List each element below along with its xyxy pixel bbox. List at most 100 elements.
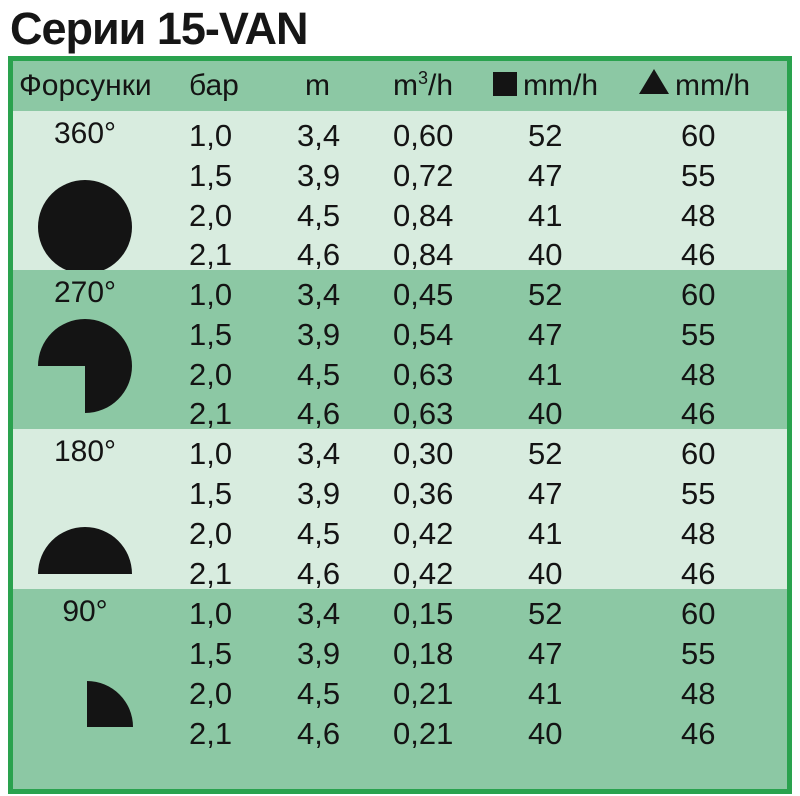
square-rate-value: 52	[528, 436, 563, 471]
square-rate-value: 40	[528, 237, 563, 272]
table-header: Форсунки бар m m3/h mm/h mm/h	[13, 61, 787, 111]
radius-value: 3,9	[297, 476, 341, 511]
square-rate-value: 47	[528, 636, 563, 671]
flow-value: 0,63	[393, 396, 454, 431]
flow-value: 0,60	[393, 118, 454, 153]
flow-value: 0,72	[393, 158, 454, 193]
square-rate-value: 40	[528, 396, 563, 431]
half-circle-icon	[37, 525, 133, 580]
flow-value: 0,54	[393, 317, 454, 352]
bar-value: 2,1	[189, 237, 233, 272]
bar-value: 2,0	[189, 516, 233, 551]
flow-value: 0,30	[393, 436, 454, 471]
header-flow-sup: 3	[418, 68, 429, 88]
header-bar: бар	[189, 69, 239, 102]
flow-value: 0,21	[393, 676, 454, 711]
square-rate-value: 52	[528, 596, 563, 631]
full-circle-icon	[37, 179, 133, 280]
bar-value: 2,1	[189, 556, 233, 591]
bar-value: 2,1	[189, 716, 233, 751]
bar-value: 1,0	[189, 596, 233, 631]
flow-value: 0,42	[393, 556, 454, 591]
flow-value: 0,18	[393, 636, 454, 671]
square-rate-value: 41	[528, 357, 563, 392]
radius-value: 4,6	[297, 396, 341, 431]
triangle-rate-value: 48	[681, 198, 716, 233]
nozzle-angle: 90°	[62, 595, 108, 628]
bar-value: 1,0	[189, 436, 233, 471]
flow-value: 0,45	[393, 277, 454, 312]
triangle-rate-value: 48	[681, 357, 716, 392]
triangle-rate-value: 60	[681, 118, 716, 153]
nozzle-group: 270° 1,0 3,4 0,45 52 60 1,5 3,9 0,54 47 55 2,0 4,5 0,…	[13, 270, 787, 431]
bar-value: 1,0	[189, 118, 233, 153]
triangle-rate-value: 55	[681, 317, 716, 352]
radius-value: 4,6	[297, 237, 341, 272]
square-rate-value: 41	[528, 516, 563, 551]
radius-value: 4,5	[297, 357, 341, 392]
triangle-rate-value: 55	[681, 158, 716, 193]
header-flow-base: m	[393, 69, 418, 102]
bar-value: 1,5	[189, 317, 233, 352]
bar-value: 2,1	[189, 396, 233, 431]
header-nozzle: Форсунки	[19, 69, 152, 102]
bar-value: 1,5	[189, 476, 233, 511]
radius-value: 4,5	[297, 516, 341, 551]
radius-value: 3,9	[297, 317, 341, 352]
square-icon	[493, 72, 517, 96]
radius-value: 3,4	[297, 596, 341, 631]
bar-value: 2,0	[189, 198, 233, 233]
radius-value: 4,5	[297, 676, 341, 711]
radius-value: 3,4	[297, 277, 341, 312]
flow-value: 0,36	[393, 476, 454, 511]
header-flow-unit: /h	[428, 69, 454, 102]
nozzle-angle: 270°	[53, 276, 117, 309]
square-rate-value: 52	[528, 118, 563, 153]
nozzle-table: Форсунки бар m m3/h mm/h mm/h 360° 1,0 3,4…	[8, 56, 792, 794]
bar-value: 1,0	[189, 277, 233, 312]
square-rate-value: 47	[528, 158, 563, 193]
page-title: Серии 15-VAN	[10, 3, 309, 54]
flow-value: 0,42	[393, 516, 454, 551]
nozzle-angle: 360°	[53, 117, 117, 150]
radius-value: 3,4	[297, 118, 341, 153]
square-rate-value: 47	[528, 476, 563, 511]
quarter-circle-icon	[85, 679, 135, 734]
triangle-rate-value: 60	[681, 596, 716, 631]
nozzle-angle: 180°	[53, 435, 117, 468]
bar-value: 2,0	[189, 676, 233, 711]
header-triangle-rate: mm/h	[639, 67, 750, 105]
triangle-rate-value: 46	[681, 396, 716, 431]
square-rate-value: 40	[528, 556, 563, 591]
bar-value: 1,5	[189, 158, 233, 193]
radius-value: 3,9	[297, 158, 341, 193]
triangle-rate-value: 55	[681, 476, 716, 511]
triangle-rate-value: 46	[681, 716, 716, 751]
header-square-rate: mm/h	[493, 67, 598, 105]
square-rate-value: 41	[528, 676, 563, 711]
radius-value: 3,9	[297, 636, 341, 671]
flow-value: 0,84	[393, 237, 454, 272]
square-rate-value: 41	[528, 198, 563, 233]
radius-value: 4,6	[297, 716, 341, 751]
triangle-rate-value: 60	[681, 277, 716, 312]
nozzle-group: 180° 1,0 3,4 0,30 52 60 1,5 3,9 0,36 47 55 2,0 4,5 0,…	[13, 429, 787, 591]
square-rate-value: 40	[528, 716, 563, 751]
square-rate-value: 52	[528, 277, 563, 312]
flow-value: 0,15	[393, 596, 454, 631]
triangle-icon	[639, 69, 669, 94]
header-radius: m	[305, 69, 330, 102]
triangle-rate-value: 48	[681, 676, 716, 711]
triangle-rate-value: 60	[681, 436, 716, 471]
nozzle-group: 360° 1,0 3,4 0,60 52 60 1,5 3,9 0,72 47 55 2,0 4,5 0,…	[13, 111, 787, 274]
bar-value: 2,0	[189, 357, 233, 392]
bar-value: 1,5	[189, 636, 233, 671]
triangle-rate-value: 46	[681, 556, 716, 591]
triangle-rate-value: 46	[681, 237, 716, 272]
header-triangle-label: mm/h	[675, 69, 750, 102]
flow-value: 0,63	[393, 357, 454, 392]
header-square-label: mm/h	[523, 69, 598, 102]
radius-value: 4,6	[297, 556, 341, 591]
square-rate-value: 47	[528, 317, 563, 352]
triangle-rate-value: 55	[681, 636, 716, 671]
